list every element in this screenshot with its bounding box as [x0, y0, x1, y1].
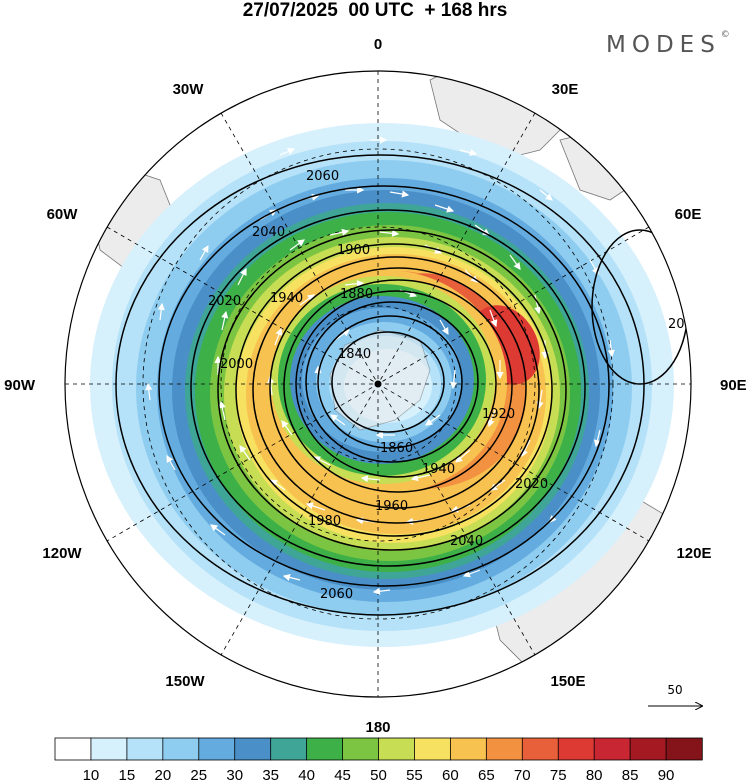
- lon-label-90w: 90W: [4, 377, 36, 394]
- contour-label-1980: 1980: [308, 514, 341, 529]
- lon-label-60e: 60E: [675, 206, 702, 223]
- colorbar-tick-label: 10: [83, 767, 100, 782]
- lon-label-150w: 150W: [165, 673, 205, 690]
- colorbar-tick-label: 65: [478, 767, 495, 782]
- map-title: 27/07/2025 00 UTC + 168 hrs: [242, 0, 508, 21]
- colorbar-tick-label: 70: [514, 767, 531, 782]
- contour-label-1960: 1960: [375, 499, 408, 514]
- colorbar-swatch: [521, 737, 559, 761]
- contour-label-2040: 2040: [252, 225, 285, 240]
- colorbar-tick-label: 35: [262, 767, 279, 782]
- colorbar-tick-label: 50: [370, 767, 387, 782]
- colorbar-swatch: [198, 737, 236, 761]
- contour-label-2000: 2000: [220, 357, 253, 372]
- longitude-labels: 0 30E 60E 90E 120E 150E 180 150W 120W 90…: [4, 36, 747, 736]
- colorbar-tick-labels: 10 15 20 25 30 35 40 45 50 55 60 65 70 75 80 85 90: [83, 767, 675, 782]
- lon-label-60w: 60W: [47, 206, 79, 223]
- colorbar-tick-label: 55: [406, 767, 423, 782]
- colorbar-swatch: [306, 737, 344, 761]
- colorbar-swatch: [593, 737, 631, 761]
- colorbar-swatch: [449, 737, 488, 761]
- lon-label-120w: 120W: [42, 545, 82, 562]
- map-boundary: [64, 70, 692, 698]
- contour-label-1840: 1840: [338, 347, 371, 362]
- contour-1860: [317, 315, 463, 449]
- lon-label-150e: 150E: [550, 673, 585, 690]
- colorbar-tick-label: 75: [550, 767, 567, 782]
- colorbar-swatch: [629, 737, 667, 761]
- colorbar-tick-label: 15: [119, 767, 136, 782]
- contour-label-2060: 2060: [306, 169, 339, 184]
- south-pole-marker: [374, 380, 382, 388]
- contour-1960: [252, 256, 540, 524]
- colorbar-tick-label: 80: [586, 767, 603, 782]
- contour-label-1900: 1900: [337, 243, 370, 258]
- lon-label-30e: 30E: [552, 81, 579, 98]
- contour-2000: [217, 229, 567, 551]
- contour-label-1940-b: 1940: [270, 291, 303, 306]
- modes-logo: MODES©: [606, 30, 730, 58]
- colorbar-tick-label: 25: [190, 767, 207, 782]
- colorbar-tick-label: 90: [658, 767, 675, 782]
- reference-vector-label: 50: [667, 683, 682, 697]
- contour-2040: [158, 185, 610, 587]
- colorbar-swatch: [90, 737, 128, 761]
- colorbar-swatch: [342, 737, 380, 761]
- colorbar-swatch: [162, 737, 200, 761]
- contour-label-1860: 1860: [380, 441, 413, 456]
- contour-label-2020: 2020: [208, 294, 241, 309]
- colorbar-tick-label: 45: [334, 767, 351, 782]
- contour-label-1920: 1920: [482, 407, 515, 422]
- contour-1880: [305, 301, 479, 463]
- contour-2020: [190, 209, 586, 567]
- colorbar-swatch: [378, 737, 416, 761]
- lon-label-180: 180: [365, 719, 390, 736]
- colorbar-swatch: [270, 737, 308, 761]
- contour-label-2040-b: 2040: [450, 534, 483, 549]
- colorbar-swatch: [234, 737, 272, 761]
- contour-1940: [269, 267, 527, 509]
- colorbar-swatch: [665, 737, 703, 761]
- contour-label-1880: 1880: [340, 287, 373, 302]
- colorbar: [54, 737, 703, 761]
- colorbar-tick-label: 30: [226, 767, 243, 782]
- wind-speed-shading: [90, 123, 674, 647]
- contour-1840: [331, 331, 445, 433]
- height-contours: [115, 154, 689, 616]
- colorbar-swatch: [414, 737, 452, 761]
- lon-label-90e: 90E: [720, 377, 747, 394]
- lon-label-0: 0: [374, 36, 382, 53]
- contour-1920: [283, 279, 513, 493]
- colorbar-swatch: [557, 737, 595, 761]
- colorbar-tick-label: 20: [154, 767, 171, 782]
- colorbar-swatch: [485, 737, 523, 761]
- contour-2060: [115, 154, 645, 616]
- colorbar-tick-label: 60: [442, 767, 459, 782]
- contour-1900: [295, 290, 497, 478]
- lon-label-30w: 30W: [173, 81, 205, 98]
- contour-label-2020-b: 2020: [515, 477, 548, 492]
- lon-label-120e: 120E: [676, 545, 711, 562]
- colorbar-tick-label: 85: [622, 767, 639, 782]
- colorbar-swatch: [54, 737, 92, 761]
- contour-1980: [235, 243, 553, 537]
- reference-vector: 50: [648, 683, 702, 706]
- colorbar-tick-label: 40: [298, 767, 315, 782]
- contour-label-1940: 1940: [422, 462, 455, 477]
- contour-label-2060-b: 2060: [320, 587, 353, 602]
- colorbar-swatch: [126, 737, 164, 761]
